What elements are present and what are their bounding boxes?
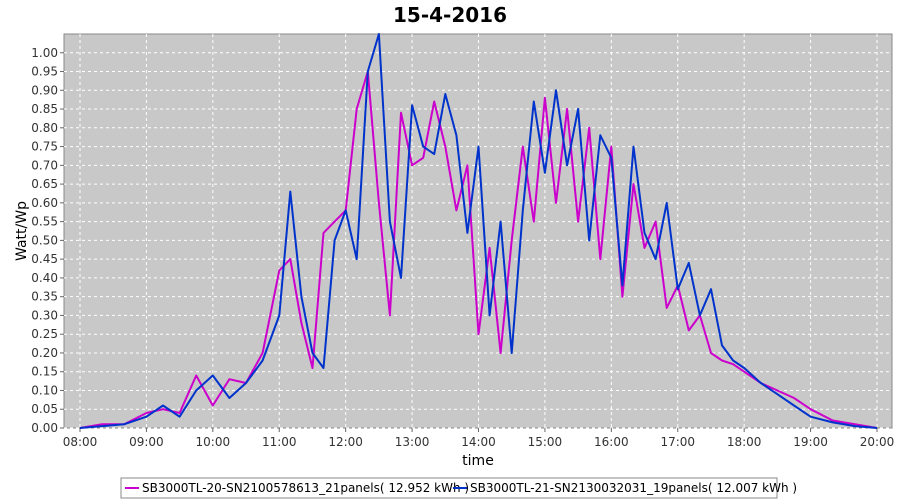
legend-label-series-2: SB3000TL-21-SN2130032031_19panels( 12.00… <box>470 481 797 495</box>
y-tick-label: 0.05 <box>31 402 58 416</box>
x-tick-label: 19:00 <box>793 435 828 449</box>
plot-area <box>63 33 893 429</box>
y-tick-label: 0.50 <box>31 233 58 247</box>
legend-box <box>120 477 778 499</box>
y-tick-label: 0.10 <box>31 383 58 397</box>
x-tick-label: 10:00 <box>196 435 231 449</box>
x-tick-label: 20:00 <box>860 435 895 449</box>
y-axis: 0.00 0.05 0.10 0.15 0.20 0.25 0.30 0.35 0.40 0.45… <box>31 46 64 435</box>
chart-title: 15-4-2016 <box>393 3 507 27</box>
y-tick-label: 0.85 <box>31 102 58 116</box>
x-axis: 08:00 09:00 10:00 11:00 12:00 13:00 14:00 15:00… <box>63 428 895 449</box>
y-tick-label: 0.65 <box>31 177 58 191</box>
y-tick-label: 0.00 <box>31 421 58 435</box>
grid-lines <box>64 34 892 429</box>
x-tick-label: 15:00 <box>528 435 563 449</box>
y-tick-label: 0.35 <box>31 290 58 304</box>
x-tick-label: 08:00 <box>63 435 98 449</box>
y-tick-label: 0.40 <box>31 271 58 285</box>
y-tick-label: 0.60 <box>31 196 58 210</box>
y-tick-label: 0.20 <box>31 346 58 360</box>
y-tick-label: 0.70 <box>31 158 58 172</box>
y-tick-label: 0.15 <box>31 365 58 379</box>
y-tick-label: 0.30 <box>31 308 58 322</box>
legend-label-series-1: SB3000TL-20-SN2100578613_21panels( 12.95… <box>142 481 469 495</box>
x-axis-label: time <box>462 453 494 469</box>
x-tick-label: 11:00 <box>262 435 297 449</box>
series-lines <box>79 33 878 429</box>
x-tick-label: 14:00 <box>461 435 496 449</box>
y-tick-label: 0.45 <box>31 252 58 266</box>
y-tick-label: 0.55 <box>31 215 58 229</box>
y-tick-label: 0.80 <box>31 121 58 135</box>
y-axis-label: Watt/Wp <box>14 201 30 261</box>
series-2-line <box>79 33 878 429</box>
y-tick-label: 0.25 <box>31 327 58 341</box>
y-tick-label: 0.90 <box>31 83 58 97</box>
x-tick-label: 18:00 <box>727 435 762 449</box>
x-tick-label: 09:00 <box>129 435 164 449</box>
x-tick-label: 12:00 <box>328 435 363 449</box>
x-tick-label: 13:00 <box>395 435 430 449</box>
legend: SB3000TL-20-SN2100578613_21panels( 12.95… <box>120 477 797 499</box>
y-tick-label: 0.75 <box>31 140 58 154</box>
y-tick-label: 1.00 <box>31 46 58 60</box>
x-tick-label: 16:00 <box>594 435 629 449</box>
series-1-line <box>79 70 878 429</box>
y-tick-label: 0.95 <box>31 65 58 79</box>
x-tick-label: 17:00 <box>660 435 695 449</box>
